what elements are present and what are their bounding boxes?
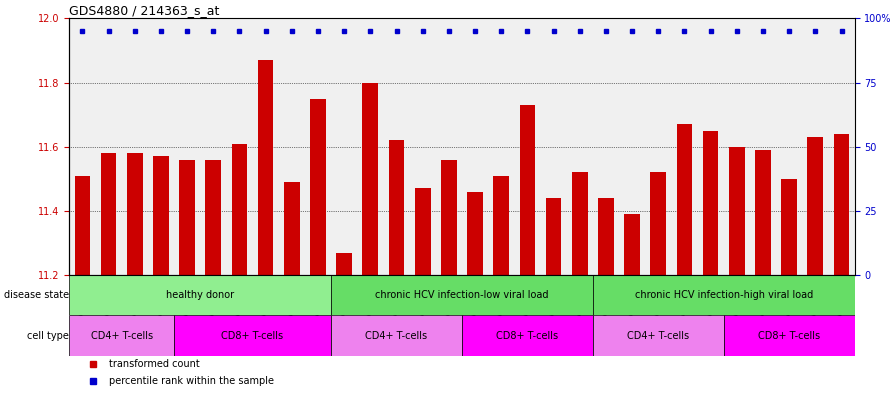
Bar — [284, 182, 299, 275]
Text: cell type: cell type — [28, 331, 69, 341]
FancyBboxPatch shape — [593, 316, 724, 356]
FancyBboxPatch shape — [69, 275, 331, 316]
Text: chronic HCV infection-low viral load: chronic HCV infection-low viral load — [375, 290, 548, 300]
Bar — [258, 60, 273, 275]
Text: disease state: disease state — [4, 290, 69, 300]
Bar — [520, 105, 535, 275]
Text: chronic HCV infection-high viral load: chronic HCV infection-high viral load — [634, 290, 813, 300]
Bar — [231, 143, 247, 275]
Bar — [441, 160, 457, 275]
Text: percentile rank within the sample: percentile rank within the sample — [108, 376, 273, 386]
Bar — [702, 131, 719, 275]
Bar — [625, 214, 640, 275]
Bar — [650, 173, 666, 275]
Bar — [494, 176, 509, 275]
Text: CD4+ T-cells: CD4+ T-cells — [627, 331, 689, 341]
Bar — [389, 140, 404, 275]
Text: CD4+ T-cells: CD4+ T-cells — [366, 331, 427, 341]
Bar — [74, 176, 90, 275]
Bar — [755, 150, 771, 275]
Bar — [676, 124, 693, 275]
Bar — [781, 179, 797, 275]
Bar — [205, 160, 221, 275]
Bar — [127, 153, 142, 275]
Text: CD8+ T-cells: CD8+ T-cells — [221, 331, 284, 341]
Bar — [807, 137, 823, 275]
Bar — [467, 192, 483, 275]
Bar — [598, 198, 614, 275]
Bar — [310, 99, 326, 275]
FancyBboxPatch shape — [593, 275, 855, 316]
Text: transformed count: transformed count — [108, 359, 199, 369]
Text: GDS4880 / 214363_s_at: GDS4880 / 214363_s_at — [69, 4, 220, 17]
FancyBboxPatch shape — [724, 316, 855, 356]
Text: CD4+ T-cells: CD4+ T-cells — [90, 331, 152, 341]
Text: CD8+ T-cells: CD8+ T-cells — [758, 331, 820, 341]
Text: CD8+ T-cells: CD8+ T-cells — [496, 331, 558, 341]
FancyBboxPatch shape — [331, 316, 462, 356]
FancyBboxPatch shape — [331, 275, 593, 316]
Bar — [415, 189, 431, 275]
Bar — [363, 83, 378, 275]
Bar — [336, 253, 352, 275]
Bar — [179, 160, 195, 275]
FancyBboxPatch shape — [462, 316, 593, 356]
Bar — [153, 156, 168, 275]
Bar — [833, 134, 849, 275]
Text: healthy donor: healthy donor — [166, 290, 234, 300]
Bar — [546, 198, 562, 275]
Bar — [729, 147, 745, 275]
FancyBboxPatch shape — [69, 316, 174, 356]
FancyBboxPatch shape — [174, 316, 331, 356]
Bar — [100, 153, 116, 275]
Bar — [572, 173, 588, 275]
